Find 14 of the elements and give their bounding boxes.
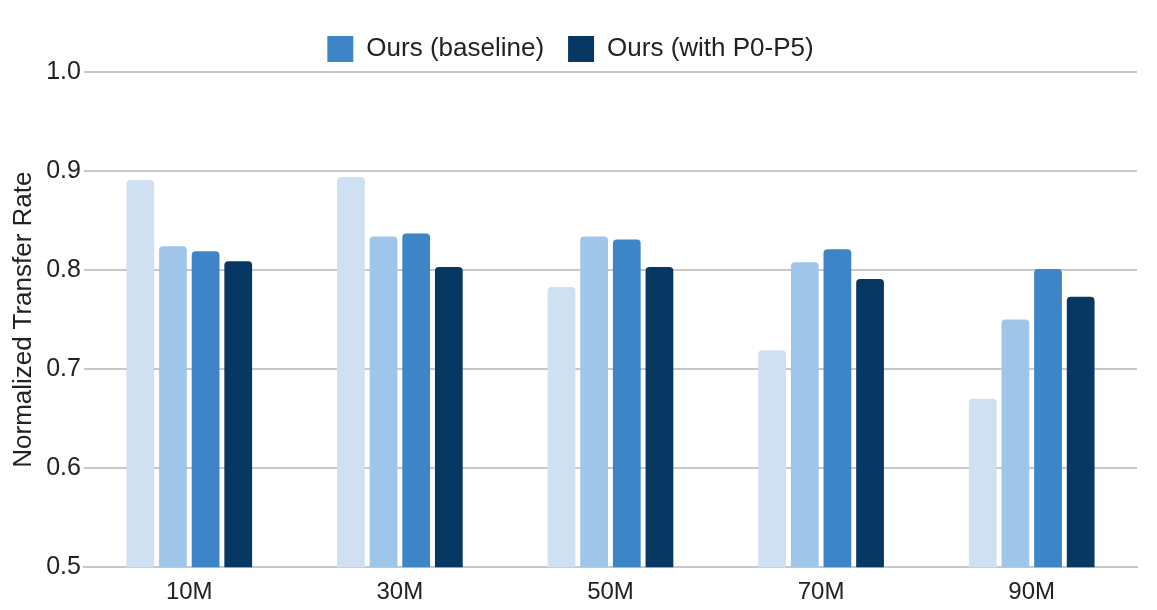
x-tick-label: 90M — [1008, 577, 1056, 605]
y-tick-label: 0.7 — [46, 353, 81, 382]
y-tick-label: 0.6 — [46, 452, 81, 481]
y-axis-title: Normalized Transfer Rate — [6, 171, 37, 468]
x-tick-label: 30M — [376, 577, 424, 605]
y-tick-label: 0.5 — [46, 551, 81, 580]
legend-label: Ours (baseline) — [366, 32, 545, 63]
x-tick-label: 10M — [165, 577, 213, 605]
legend-label: Ours (with P0-P5) — [607, 32, 814, 63]
x-tick-label: 70M — [797, 577, 845, 605]
y-tick-label: 1.0 — [46, 55, 81, 84]
x-tick-label: 50M — [587, 577, 634, 605]
y-tick-label: 0.8 — [46, 253, 81, 282]
y-tick-label: 0.9 — [46, 154, 81, 183]
